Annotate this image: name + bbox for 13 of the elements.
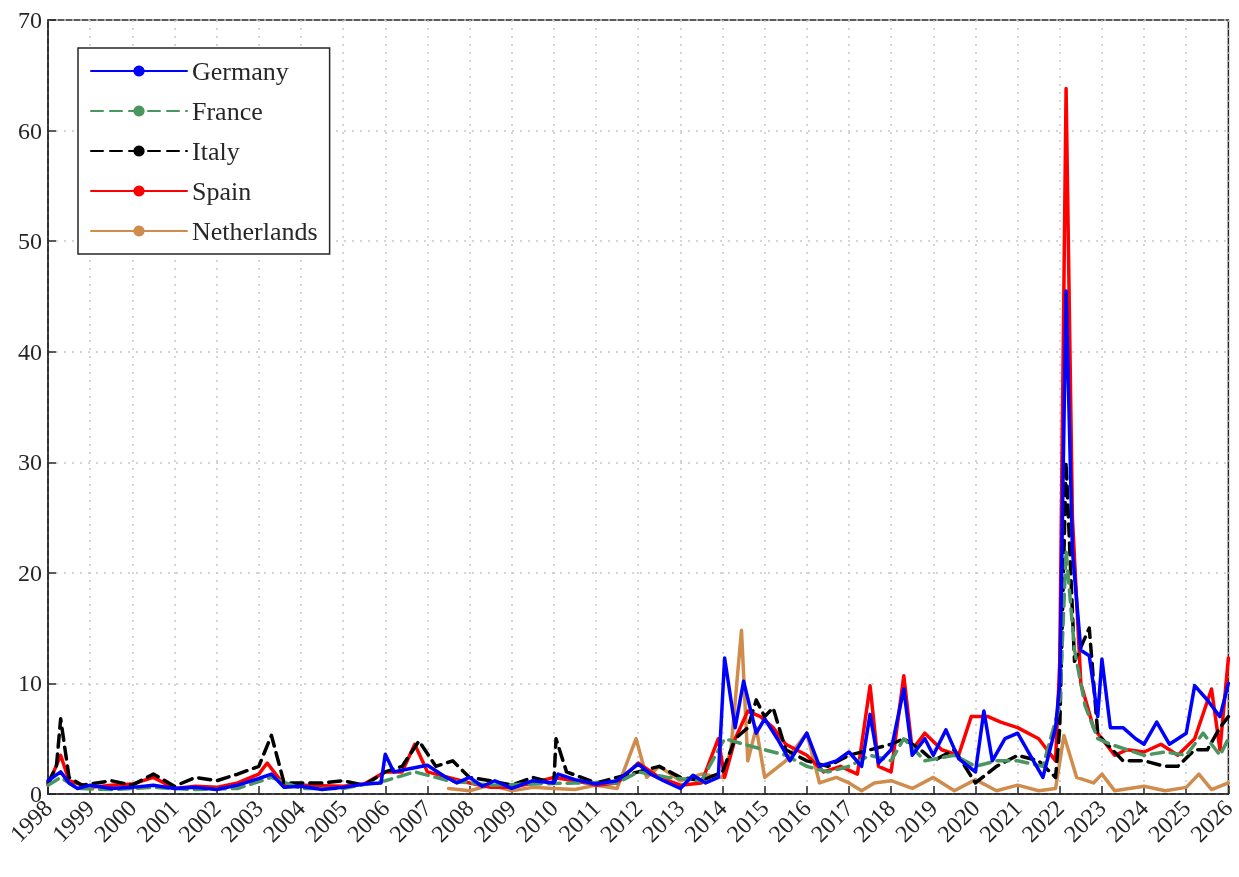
legend-label: Italy [192,136,240,166]
y-tick-label: 40 [18,338,42,365]
legend-label: Netherlands [192,216,318,246]
line-series [46,460,1231,789]
y-tick-label: 70 [18,7,42,33]
y-tick-label: 10 [18,670,42,697]
y-tick-label: 20 [18,559,42,586]
y-tick-label: 50 [18,228,42,255]
legend-label: Spain [192,176,252,206]
legend-label: France [192,96,263,126]
y-tick-label: 60 [18,117,42,144]
y-tick-label: 30 [18,449,42,476]
legend-label: Germany [192,56,289,86]
